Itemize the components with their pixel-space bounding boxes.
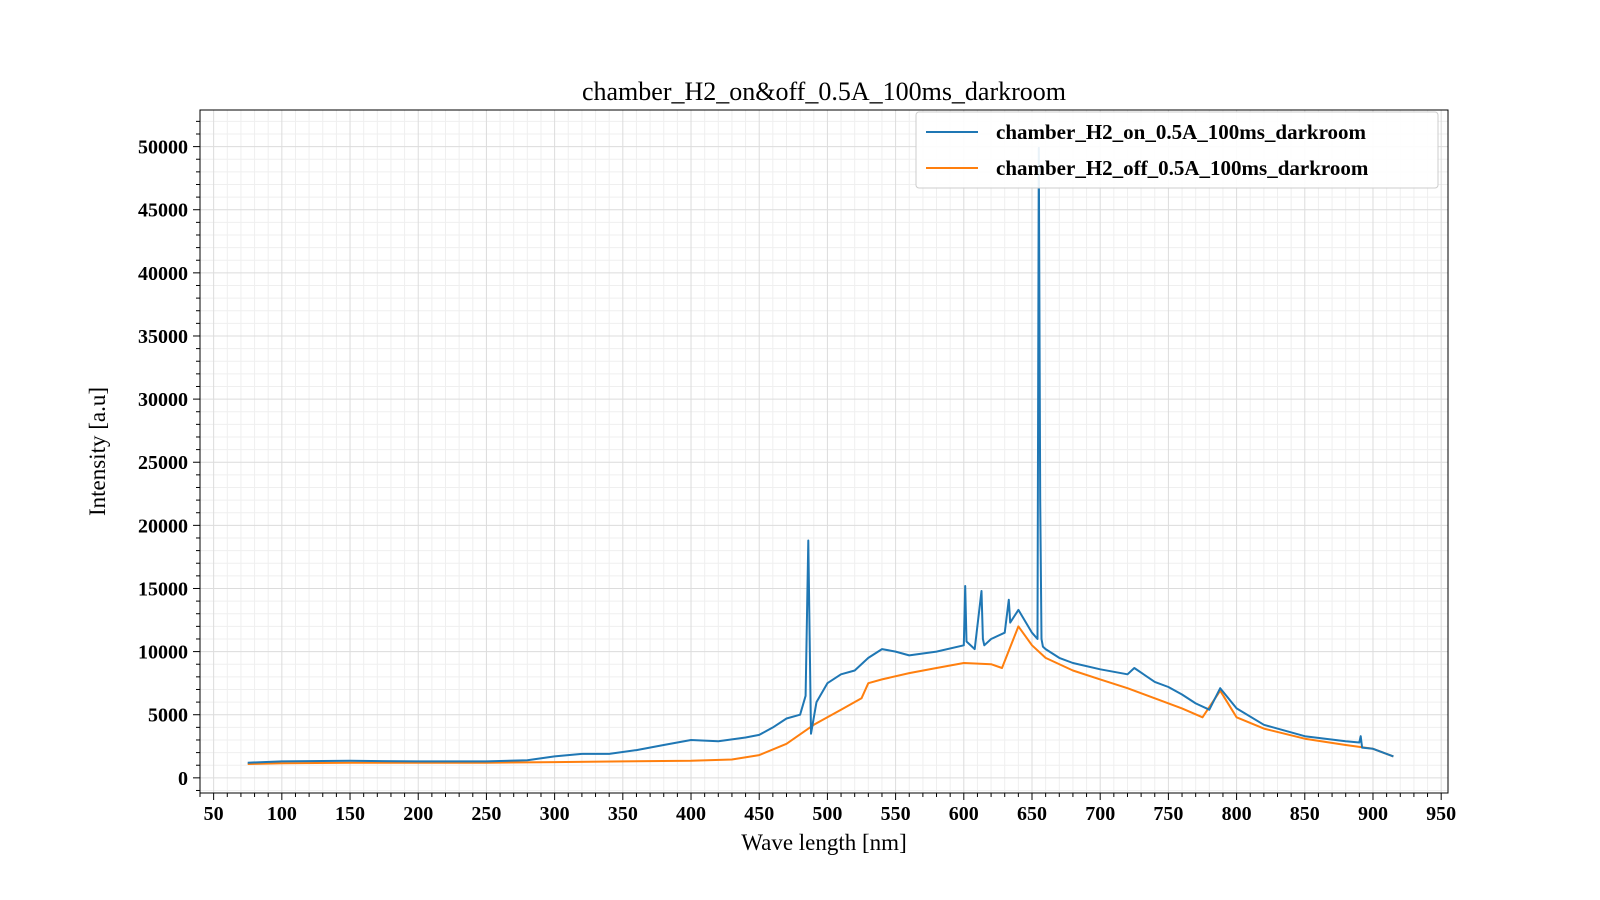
y-tick-label: 10000 bbox=[138, 642, 188, 664]
x-tick-label: 750 bbox=[1153, 803, 1183, 825]
x-tick-label: 650 bbox=[1017, 803, 1047, 825]
x-tick-label: 550 bbox=[881, 803, 911, 825]
x-axis-label: Wave length [nm] bbox=[741, 830, 906, 855]
series-line-1 bbox=[247, 146, 1394, 764]
legend: chamber_H2_on_0.5A_100ms_darkroomchamber… bbox=[915, 111, 1439, 189]
x-axis: 50 100 150 200 250 300 350 400 450 500 550 600 650 70… bbox=[199, 793, 1456, 825]
x-tick-label: 950 bbox=[1426, 803, 1456, 825]
legend-label-2: chamber_H2_off_0.5A_100ms_darkroom bbox=[996, 156, 1369, 180]
x-tick-label: 400 bbox=[676, 803, 706, 825]
minor-grid bbox=[199, 110, 1448, 793]
y-tick-label: 30000 bbox=[138, 389, 188, 411]
x-tick-label: 350 bbox=[608, 803, 638, 825]
y-axis: 0 5000 10000 15000 20000 25000 30000 35000 40000… bbox=[138, 120, 200, 791]
y-tick-label: 5000 bbox=[148, 705, 188, 727]
x-tick-label: 300 bbox=[540, 803, 570, 825]
y-axis-label: Intensity [a.u] bbox=[85, 387, 110, 516]
x-tick-label: 800 bbox=[1222, 803, 1252, 825]
y-tick-label: 15000 bbox=[138, 578, 188, 600]
major-grid bbox=[200, 110, 1448, 793]
y-tick-label: 0 bbox=[178, 768, 188, 790]
plot-frame bbox=[199, 109, 1449, 794]
x-tick-label: 250 bbox=[471, 803, 501, 825]
x-tick-label: 100 bbox=[267, 803, 297, 825]
x-tick-label: 450 bbox=[744, 803, 774, 825]
x-tick-label: 700 bbox=[1085, 803, 1115, 825]
x-tick-label: 900 bbox=[1358, 803, 1388, 825]
x-tick-label: 150 bbox=[335, 803, 365, 825]
x-tick-label: 850 bbox=[1290, 803, 1320, 825]
chart-title: chamber_H2_on&off_0.5A_100ms_darkroom bbox=[582, 77, 1066, 106]
x-tick-label: 200 bbox=[403, 803, 433, 825]
y-tick-label: 45000 bbox=[138, 200, 188, 222]
legend-box bbox=[915, 111, 1439, 189]
series-layer bbox=[247, 146, 1394, 765]
x-tick-label: 50 bbox=[204, 803, 224, 825]
x-tick-label: 600 bbox=[949, 803, 979, 825]
y-tick-label: 40000 bbox=[138, 263, 188, 285]
y-tick-label: 35000 bbox=[138, 326, 188, 348]
y-tick-label: 25000 bbox=[138, 452, 188, 474]
x-tick-label: 500 bbox=[812, 803, 842, 825]
y-tick-label: 50000 bbox=[138, 137, 188, 159]
legend-label-1: chamber_H2_on_0.5A_100ms_darkroom bbox=[996, 120, 1367, 144]
series-line-2 bbox=[247, 625, 1394, 765]
y-tick-label: 20000 bbox=[138, 515, 188, 537]
